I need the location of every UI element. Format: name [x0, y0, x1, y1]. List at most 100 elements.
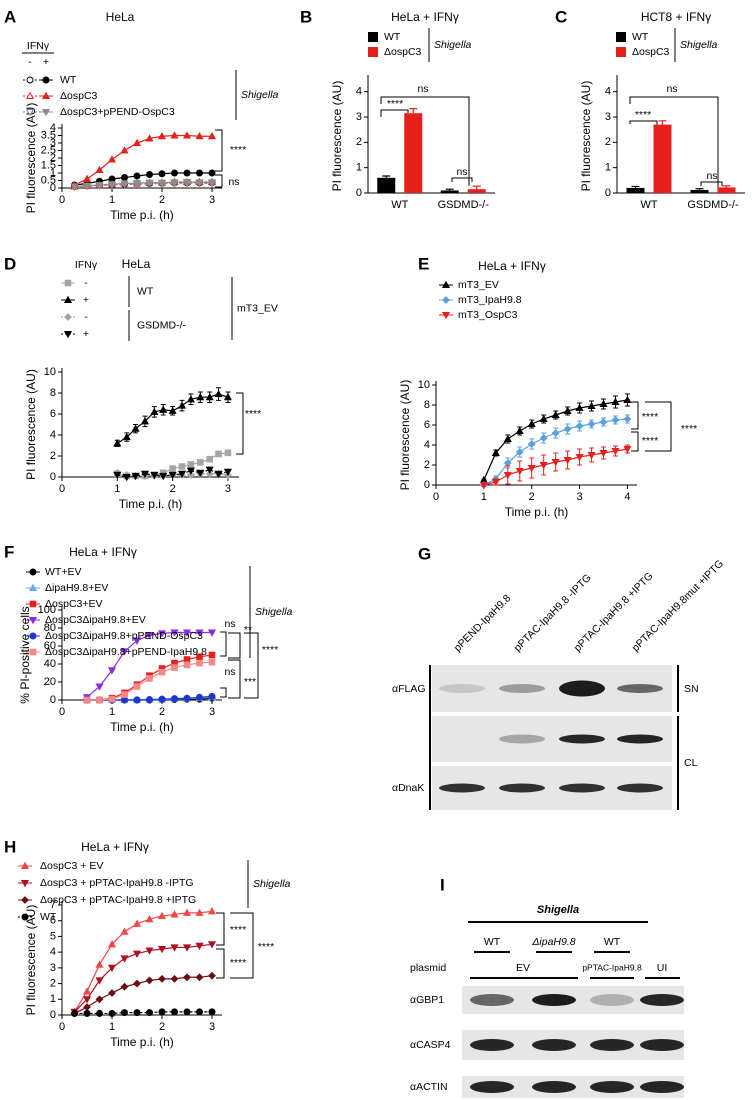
data-point	[587, 420, 596, 428]
legend-label: GSDMD-/-	[137, 319, 186, 331]
x-tick-label: 4	[624, 491, 630, 503]
legend-label: ΔospC3	[384, 46, 422, 58]
data-point	[623, 415, 632, 423]
y-tick-label: 2.5	[41, 144, 56, 156]
bar	[690, 189, 709, 193]
y-tick-label: 7	[50, 899, 56, 911]
bracket	[631, 401, 639, 430]
blot-band	[590, 1081, 634, 1093]
significance: ns	[456, 166, 467, 178]
y-tick-label: 20	[44, 676, 56, 688]
legend-marker	[28, 616, 38, 625]
data-point	[182, 908, 192, 916]
legend-label: WT+EV	[45, 566, 81, 578]
data-point	[195, 942, 204, 951]
x-tick-label: 0	[59, 1021, 65, 1033]
legend-label: ΔospC3 + pPTAC-IpaH9.8 -IPTG	[40, 877, 194, 889]
legend-ifn: +	[83, 328, 89, 340]
blot-band	[559, 783, 605, 793]
x-axis-label: Time p.i. (h)	[110, 1035, 174, 1049]
bracket	[230, 912, 254, 979]
data-point	[223, 392, 232, 401]
data-point	[145, 914, 154, 923]
data-point	[208, 169, 216, 177]
y-tick-label: 8	[424, 399, 430, 411]
legend-label: ΔospC3 + EV	[40, 860, 103, 872]
x-tick-label: 1	[109, 194, 115, 206]
data-point	[150, 407, 159, 415]
y-tick-label: 1	[50, 167, 56, 179]
blot-band	[499, 734, 545, 744]
data-point	[70, 183, 79, 191]
blot-band	[617, 783, 663, 793]
y-tick-label: 0	[50, 1009, 56, 1021]
x-axis-label: Time p.i. (h)	[505, 505, 569, 519]
group-label: mT3_EV	[237, 302, 278, 314]
data-point	[195, 973, 204, 982]
data-point	[122, 432, 131, 441]
legend-marker	[41, 108, 51, 117]
y-tick-label: 80	[44, 622, 56, 634]
data-point	[131, 472, 140, 481]
data-point	[224, 449, 232, 457]
bracket	[220, 687, 227, 698]
y-tick-label: 1	[50, 993, 56, 1005]
bar	[404, 113, 423, 193]
x-tick-label: 2	[170, 483, 176, 495]
legend-marker	[64, 279, 72, 287]
strain-label: ΔipaH9.8	[531, 936, 575, 948]
y-tick-label: 40	[44, 658, 56, 670]
y-tick-label: 2	[424, 459, 430, 471]
data-point	[491, 448, 500, 457]
data-point	[120, 982, 129, 991]
panel-letter: F	[4, 542, 14, 561]
series-line	[73, 910, 213, 1013]
data-point	[206, 455, 213, 463]
legend-label: mT3_OspC3	[458, 309, 518, 321]
data-point	[107, 940, 117, 948]
data-point	[575, 453, 584, 462]
data-point	[95, 165, 104, 174]
data-point	[623, 445, 632, 454]
significance: ****	[230, 144, 246, 156]
data-point	[145, 976, 154, 985]
x-tick-label: WT	[391, 199, 408, 211]
data-point	[563, 456, 572, 465]
bracket	[380, 109, 409, 117]
data-point	[186, 395, 195, 403]
data-point	[551, 429, 560, 437]
bracket	[228, 659, 241, 699]
y-tick-label: 3	[356, 111, 362, 123]
panel-letter: B	[300, 7, 312, 26]
error-bar	[382, 175, 391, 178]
data-point	[145, 947, 154, 955]
data-point	[599, 399, 608, 408]
data-point	[140, 417, 150, 425]
legend-label: ΔospC3+pPEND-OspC3	[60, 106, 175, 118]
legend-marker	[20, 879, 30, 888]
data-point	[132, 950, 142, 958]
data-point	[132, 637, 142, 645]
x-tick-label: 2	[159, 194, 165, 206]
data-point	[132, 919, 142, 927]
legend-marker	[28, 583, 38, 592]
plasmid-label: plasmid	[410, 962, 446, 974]
data-point	[159, 472, 168, 481]
data-point	[208, 651, 216, 659]
significance: ****	[642, 411, 658, 423]
chart-title: HeLa + IFNγ	[391, 10, 459, 24]
data-point	[157, 630, 167, 638]
bracket	[220, 631, 227, 657]
blot-band	[439, 783, 485, 793]
data-point	[95, 181, 104, 190]
legend-marker	[20, 861, 30, 870]
data-point	[515, 467, 524, 476]
significance: ****	[230, 957, 246, 969]
legend-marker	[42, 76, 50, 84]
data-point	[551, 458, 560, 467]
data-point	[196, 693, 203, 701]
data-point	[214, 389, 223, 398]
significance: ****	[681, 423, 697, 435]
data-point	[527, 464, 536, 473]
